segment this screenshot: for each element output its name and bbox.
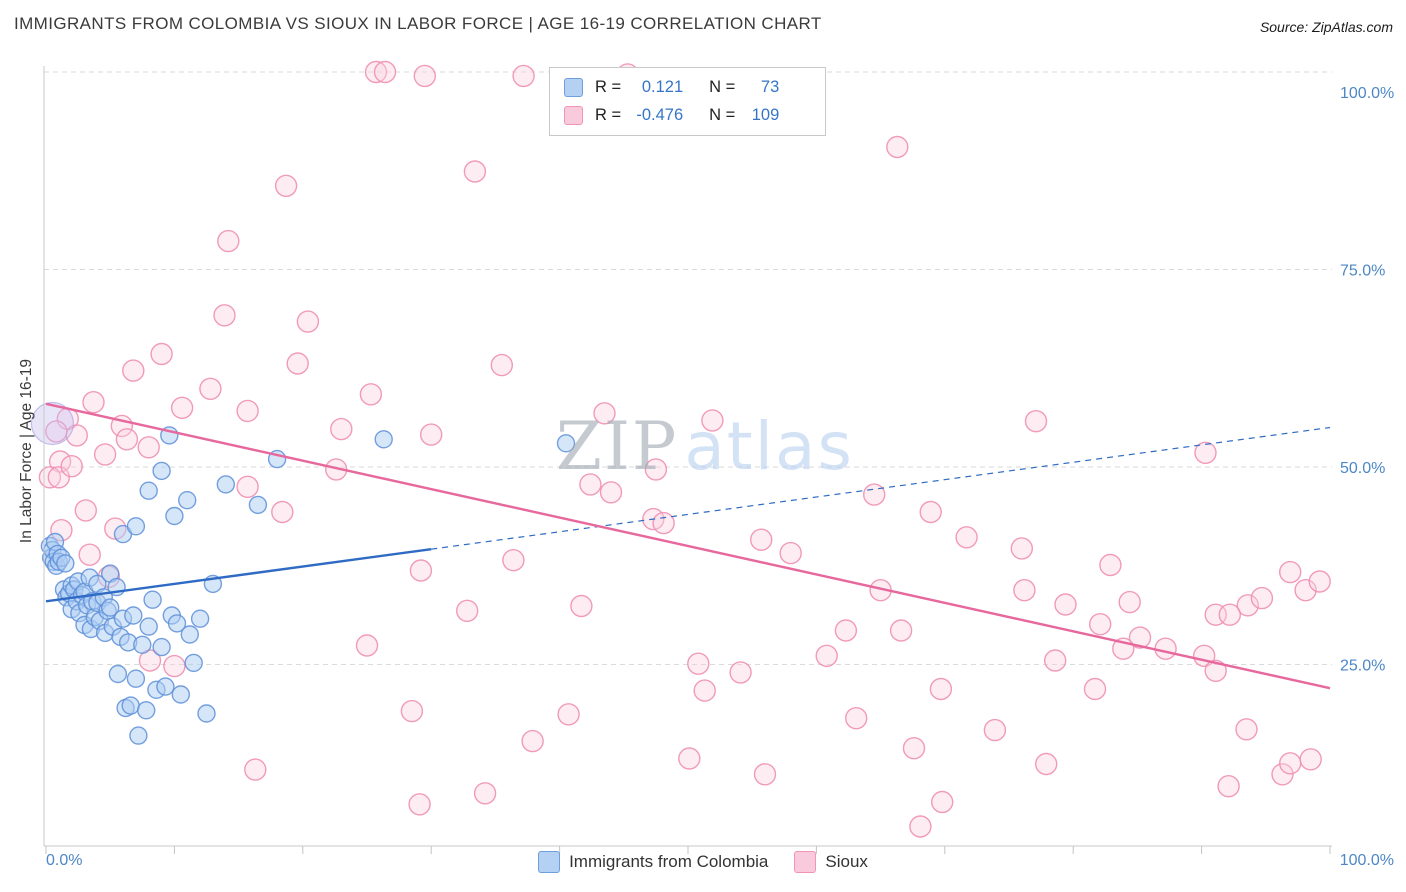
- sioux-r-value: -0.476: [636, 106, 684, 124]
- colombia-swatch: [564, 78, 583, 97]
- sioux-legend-label: Sioux: [825, 852, 868, 871]
- svg-text:25.0%: 25.0%: [1340, 658, 1385, 675]
- legend-item-colombia: Immigrants from Colombia: [538, 851, 768, 873]
- y-tick-labels: 100.0% 75.0% 50.0% 25.0%: [1340, 85, 1394, 675]
- y-axis-title: In Labor Force | Age 16-19: [18, 358, 35, 544]
- correlation-legend-box: R = 0.121 N = 73 R = -0.476 N = 109: [549, 67, 826, 136]
- colombia-stats-row: R = 0.121 N = 73: [564, 75, 813, 100]
- overlap-bubble: [30, 401, 75, 446]
- bottom-legend: Immigrants from Colombia Sioux: [0, 851, 1406, 873]
- x-axis-min-label: 0.0%: [46, 852, 83, 869]
- trend-lines: [45, 402, 1331, 690]
- r-label: R =: [595, 78, 622, 96]
- colombia-legend-swatch: [538, 851, 561, 873]
- legend-item-sioux: Sioux: [794, 851, 868, 873]
- page-title: IMMIGRANTS FROM COLOMBIA VS SIOUX IN LAB…: [14, 14, 822, 33]
- sioux-n-value: 109: [751, 106, 780, 124]
- r-label: R =: [595, 106, 622, 124]
- colombia-r-value: 0.121: [641, 78, 684, 96]
- source-link[interactable]: Source: ZipAtlas.com: [1259, 19, 1393, 35]
- axes: [43, 66, 1332, 854]
- sioux-legend-swatch: [794, 851, 817, 873]
- n-label: N =: [709, 106, 736, 124]
- n-label: N =: [709, 78, 736, 96]
- sioux-swatch: [564, 106, 583, 125]
- svg-text:75.0%: 75.0%: [1340, 263, 1385, 280]
- colombia-legend-label: Immigrants from Colombia: [569, 852, 769, 871]
- sioux-stats-row: R = -0.476 N = 109: [564, 103, 813, 128]
- colombia-points: [40, 426, 576, 745]
- colombia-n-value: 73: [760, 78, 780, 96]
- svg-text:50.0%: 50.0%: [1340, 460, 1385, 477]
- x-axis-max-label: 100.0%: [1339, 852, 1394, 869]
- svg-text:100.0%: 100.0%: [1340, 85, 1394, 102]
- sioux-points: [38, 60, 1331, 838]
